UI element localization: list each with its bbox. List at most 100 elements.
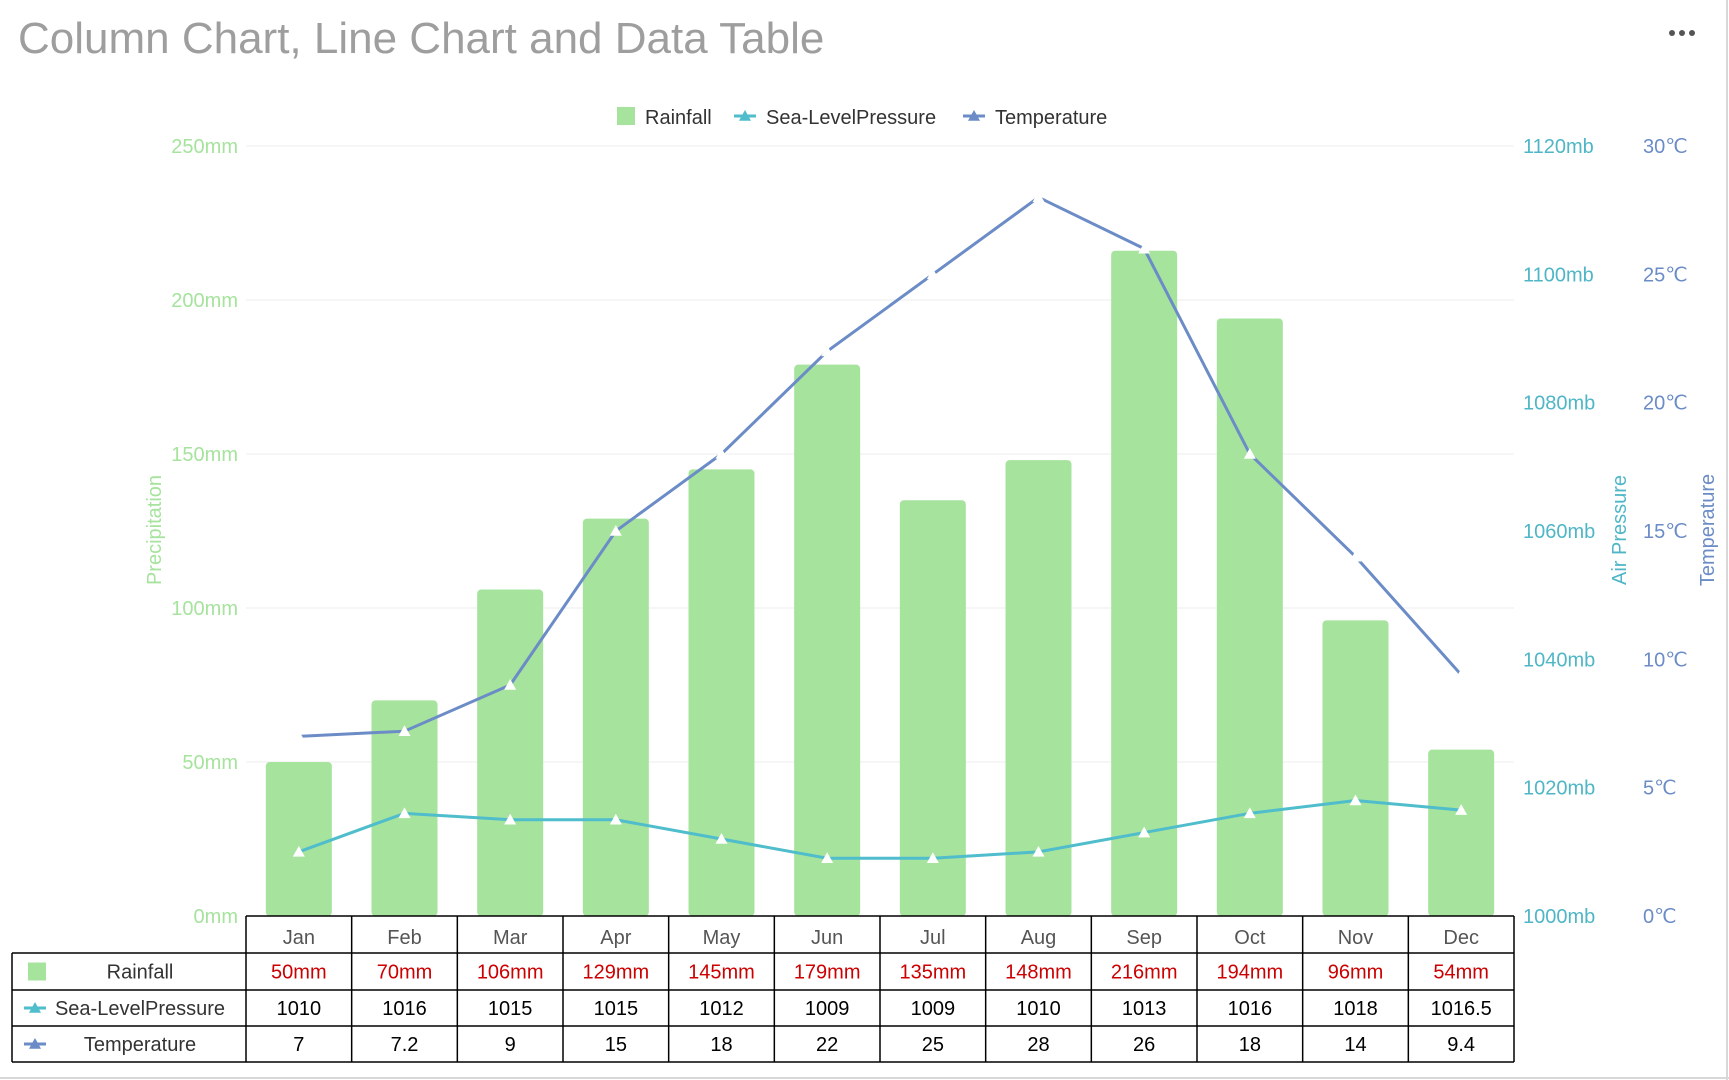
table-value-cell: 1009 (911, 998, 956, 1020)
temperature-line (298, 195, 1463, 738)
line-series (292, 191, 1468, 864)
temperature-tick-label: 5℃ (1643, 778, 1677, 800)
table-value-cell: 15 (605, 1034, 627, 1056)
table-row-label: Temperature (84, 1034, 196, 1056)
pressure-tick-label: 1040mb (1523, 649, 1595, 671)
table-header-cell: Apr (600, 927, 631, 949)
data-table: Jan Feb Mar Apr May Jun Jul Aug Sep Oct Nov Dec Rain… (11, 915, 1515, 1063)
table-header-cell: Nov (1338, 927, 1374, 949)
table-value-cell: 26 (1133, 1034, 1155, 1056)
table-value-cell: 148mm (1005, 962, 1072, 984)
precipitation-tick-label: 50mm (182, 752, 238, 774)
pressure-tick-label: 1060mb (1523, 521, 1595, 543)
rainfall-bar (688, 469, 755, 916)
table-value-cell: 1016.5 (1431, 998, 1492, 1020)
temperature-point (1455, 668, 1468, 680)
legend-swatch (617, 107, 635, 125)
table-row-swatch (28, 962, 46, 981)
temperature-point (821, 345, 834, 357)
table-value-cell: 54mm (1433, 962, 1489, 984)
table-value-cell: 216mm (1111, 962, 1178, 984)
temperature-tick-label: 25℃ (1643, 264, 1688, 286)
table-value-cell: 1018 (1333, 998, 1378, 1020)
table-value-cell: 96mm (1328, 962, 1384, 984)
table-value-cell: 1015 (488, 998, 533, 1020)
rainfall-bar (477, 589, 544, 916)
pressure-tick-label: 1100mb (1523, 264, 1594, 286)
pressure-line (298, 798, 1462, 860)
pressure-point (609, 813, 622, 825)
precipitation-tick-label: 250mm (171, 136, 238, 158)
frame-border (0, 1077, 1729, 1079)
temperature-point (292, 730, 305, 742)
temperature-tick-label: 10℃ (1643, 649, 1688, 671)
table-value-cell: 7 (293, 1034, 304, 1056)
table-value-cell: 28 (1027, 1034, 1049, 1056)
pressure-point (504, 813, 517, 825)
table-header-cell: Jul (920, 927, 946, 949)
table-header-cell: Jan (283, 927, 315, 949)
table-value-cell: 179mm (794, 962, 861, 984)
table-header-cell: Feb (387, 927, 421, 949)
table-value-cell: 9.4 (1447, 1034, 1475, 1056)
more-dots-icon (1679, 30, 1685, 36)
rainfall-bar (794, 364, 861, 916)
precipitation-axis-title: Precipitation (144, 475, 166, 585)
temperature-tick-label: 15℃ (1643, 521, 1688, 543)
temperature-point (1243, 448, 1256, 459)
legend-marker (739, 110, 751, 121)
table-header-cell: May (703, 927, 741, 949)
table-header-cell: Mar (493, 927, 528, 949)
table-value-cell: 1013 (1122, 998, 1167, 1020)
table-row-marker (29, 1002, 41, 1013)
precipitation-tick-label: 150mm (171, 444, 238, 466)
table-value-cell: 1015 (594, 998, 639, 1020)
temperature-axis-title: Temperature (1697, 474, 1719, 586)
table-value-cell: 7.2 (391, 1034, 419, 1056)
temperature-point (1349, 550, 1362, 562)
table-value-cell: 18 (1239, 1034, 1261, 1056)
temperature-point (1032, 191, 1045, 203)
table-value-cell: 50mm (271, 962, 327, 984)
table-value-cell: 1009 (805, 998, 850, 1020)
rainfall-bar (1216, 318, 1283, 917)
temperature-point (609, 525, 622, 536)
pressure-tick-label: 1000mb (1523, 906, 1595, 928)
table-value-cell: 1016 (1228, 998, 1273, 1020)
table-row-label: Sea-LevelPressure (55, 998, 225, 1020)
table-value-cell: 25 (922, 1034, 944, 1056)
legend-pressure[interactable]: Sea-LevelPressure (734, 107, 936, 129)
rainfall-bar (1005, 460, 1072, 916)
legend-rainfall[interactable]: Rainfall (617, 107, 712, 129)
table-value-cell: 194mm (1216, 962, 1283, 984)
table-row: Sea-LevelPressure 1010 1016 1015 1015 1012 100… (24, 998, 1492, 1020)
legend-label: Rainfall (645, 107, 712, 129)
table-value-cell: 70mm (377, 962, 433, 984)
legend-temperature[interactable]: Temperature (963, 107, 1107, 129)
chart-title: Column Chart, Line Chart and Data Table (18, 14, 825, 63)
rainfall-bar (1111, 250, 1178, 917)
rainfall-bar (582, 518, 649, 916)
temperature-point (715, 448, 728, 459)
legend-label: Sea-LevelPressure (766, 107, 936, 129)
pressure-point (821, 852, 834, 864)
table-header-cell: Jun (811, 927, 843, 949)
pressure-point (1243, 807, 1256, 819)
temperature-point (926, 268, 939, 280)
more-dots-icon (1669, 30, 1675, 36)
pressure-tick-label: 1080mb (1523, 393, 1595, 415)
frame-border (1726, 0, 1728, 1080)
table-row: Temperature 7 7.2 9 15 18 22 25 28 26 18 14 9.4 (24, 1034, 1475, 1056)
rainfall-bars (265, 250, 1495, 917)
pressure-axis-title: Air Pressure (1609, 475, 1631, 585)
table-value-cell: 18 (710, 1034, 732, 1056)
more-options-button[interactable] (1660, 18, 1704, 48)
table-value-cell: 1016 (382, 998, 427, 1020)
pressure-tick-label: 1120mb (1523, 136, 1594, 158)
gridlines (246, 145, 1514, 763)
table-value-cell: 145mm (688, 962, 755, 984)
table-header-cell: Aug (1021, 927, 1057, 949)
pressure-point (926, 852, 939, 864)
temperature-point (398, 725, 411, 736)
